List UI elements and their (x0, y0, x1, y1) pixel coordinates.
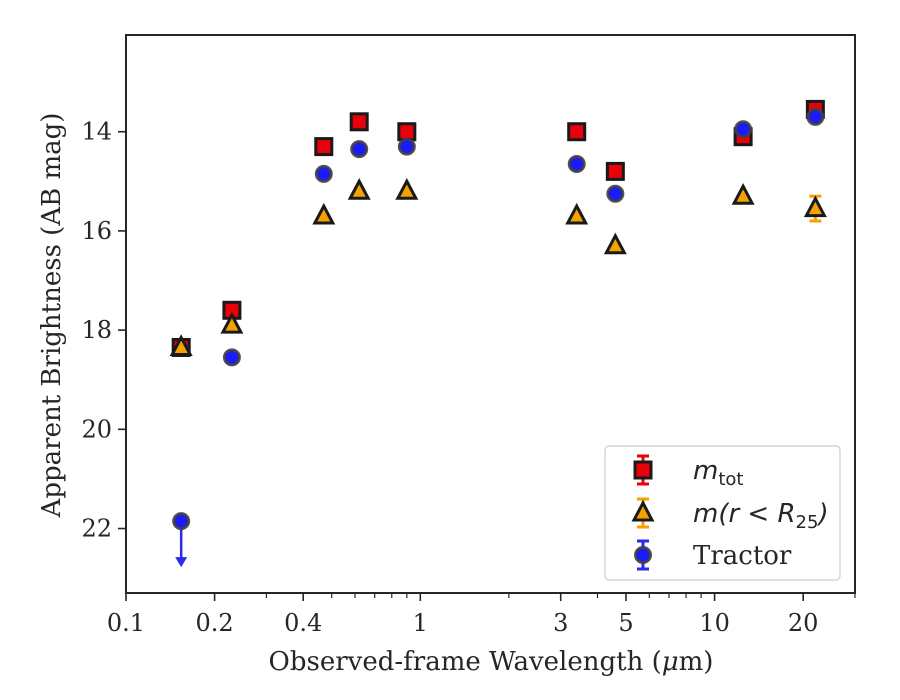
legend-mtot-label: mtot (693, 456, 743, 490)
x-tick-label: 20 (788, 609, 819, 637)
y-axis-label: Apparent Brightness (AB mag) (37, 113, 67, 519)
mr25-point (312, 202, 336, 225)
mr25-point (347, 178, 371, 200)
tractor-point (606, 184, 625, 203)
y-tick-label: 20 (81, 415, 112, 443)
mr25-point (395, 178, 419, 200)
y-tick-label: 18 (81, 316, 112, 344)
legend-mr25-marker (631, 499, 655, 522)
legend-tractor-marker (634, 546, 652, 564)
legend-box (604, 445, 841, 581)
legend-tractor-label: Tractor (693, 541, 792, 571)
data-marks (169, 99, 827, 568)
x-tick-label: 1 (413, 609, 428, 637)
mr25-point (731, 182, 755, 205)
x-tick-label: 10 (699, 609, 730, 637)
x-tick-label: 3 (553, 609, 568, 637)
tractor-point (397, 137, 416, 156)
tractor-point (734, 120, 753, 139)
y-tick-label: 22 (81, 515, 112, 543)
plot-frame (125, 34, 856, 594)
y-tick-label: 16 (81, 217, 112, 245)
axes: 0.1 0.2 0.4 1 3 5 10 20 14 16 18 20 22 (81, 34, 856, 637)
x-tick-label: 5 (618, 609, 633, 637)
tractor-point (806, 107, 825, 126)
mr25-point (220, 311, 244, 334)
mr25-point (169, 334, 193, 356)
mtot-point (314, 137, 334, 157)
tractor-point (222, 348, 241, 367)
tractor-point (350, 140, 369, 159)
tractor-point (314, 164, 333, 183)
mr25-point (803, 195, 827, 218)
y-tick-label: 14 (81, 118, 112, 146)
mr25-point (565, 202, 589, 225)
x-tick-label: 0.2 (196, 609, 234, 637)
legend: mtot m(r < R25) Tractor (604, 445, 841, 581)
tractor-point (567, 154, 586, 173)
legend-mtot-marker (633, 460, 653, 480)
mtot-point (397, 122, 417, 142)
mr25-point (603, 232, 627, 255)
mtot-point (567, 122, 587, 142)
mtot-point (605, 161, 625, 181)
tractor-upper-limit-arrow (175, 557, 188, 568)
x-tick-label: 0.1 (107, 609, 145, 637)
mtot-point (349, 112, 369, 132)
tractor-point (172, 512, 191, 531)
x-axis-label: Observed-frame Wavelength (μm) (269, 647, 714, 677)
x-tick-label: 0.4 (284, 609, 322, 637)
legend-mr25-label: m(r < R25) (693, 499, 829, 533)
